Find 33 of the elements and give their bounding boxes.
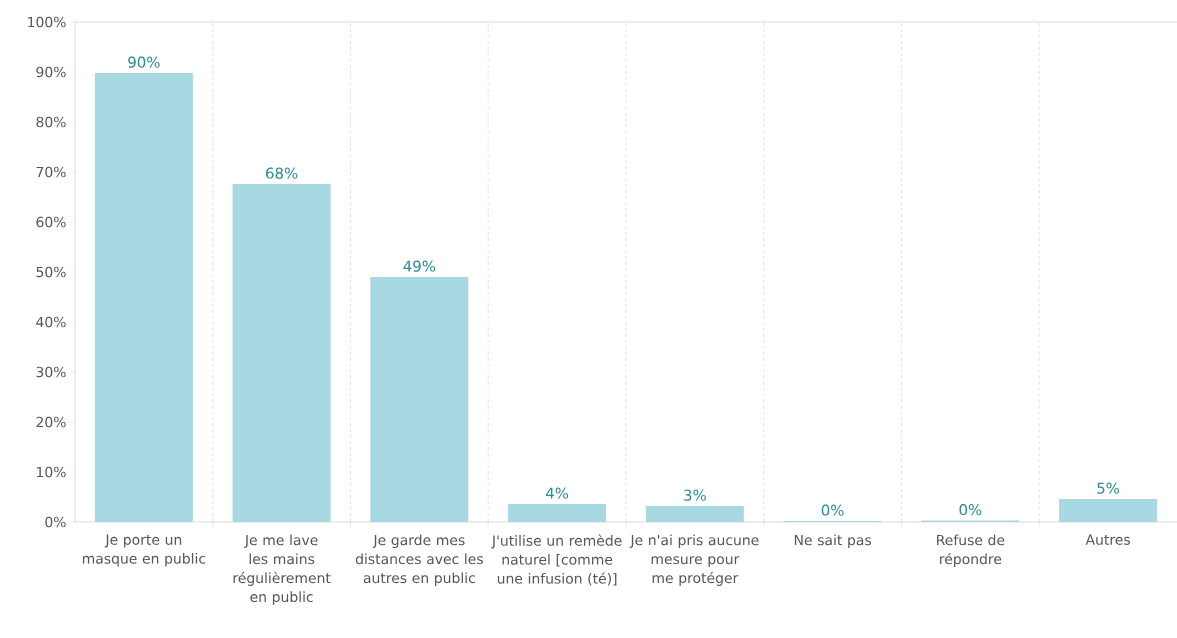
y-tick-label: 70% <box>36 166 66 178</box>
y-tick-label: 30% <box>36 366 66 378</box>
y-tick-label: 80% <box>36 116 66 128</box>
bar <box>1059 499 1158 522</box>
y-tick-label: 60% <box>36 216 66 228</box>
y-tick-label: 40% <box>36 316 66 328</box>
bar <box>370 277 469 522</box>
x-tick-label: Je porte un masque en public <box>82 534 206 567</box>
data-label: 4% <box>545 487 569 499</box>
x-tick-label: Ne sait pas <box>794 534 871 549</box>
bar <box>645 506 744 522</box>
bar <box>94 73 193 522</box>
y-tick-label: 90% <box>36 66 66 78</box>
bar <box>232 184 331 522</box>
x-tick-label: Je n'ai pris aucune mesure pour me protéger <box>629 534 759 586</box>
y-tick-label: 100% <box>28 16 66 28</box>
data-label: 3% <box>684 489 706 501</box>
y-tick-label: 20% <box>36 416 66 428</box>
data-label: 49% <box>403 260 436 272</box>
data-label: 0% <box>821 504 844 516</box>
data-label: 90% <box>128 56 160 68</box>
y-tick-label: 0% <box>45 516 66 528</box>
x-tick-label: J'utilise un remède naturel [comme une infusion (té)] <box>491 534 622 586</box>
data-label: 68% <box>266 167 298 179</box>
y-tick-label: 50% <box>36 266 66 278</box>
data-label: 0% <box>959 504 982 516</box>
data-label: 5% <box>1097 482 1120 494</box>
x-tick-label: Autres <box>1085 534 1130 545</box>
x-tick-label: Refuse de répondre <box>937 534 1005 567</box>
x-tick-label: Je me lave les mains régulièrement en public <box>233 534 331 605</box>
y-tick-label: 10% <box>37 466 66 478</box>
x-tick-label: Je garde mes distances avec les autres en public <box>355 534 483 586</box>
bar <box>508 504 607 522</box>
